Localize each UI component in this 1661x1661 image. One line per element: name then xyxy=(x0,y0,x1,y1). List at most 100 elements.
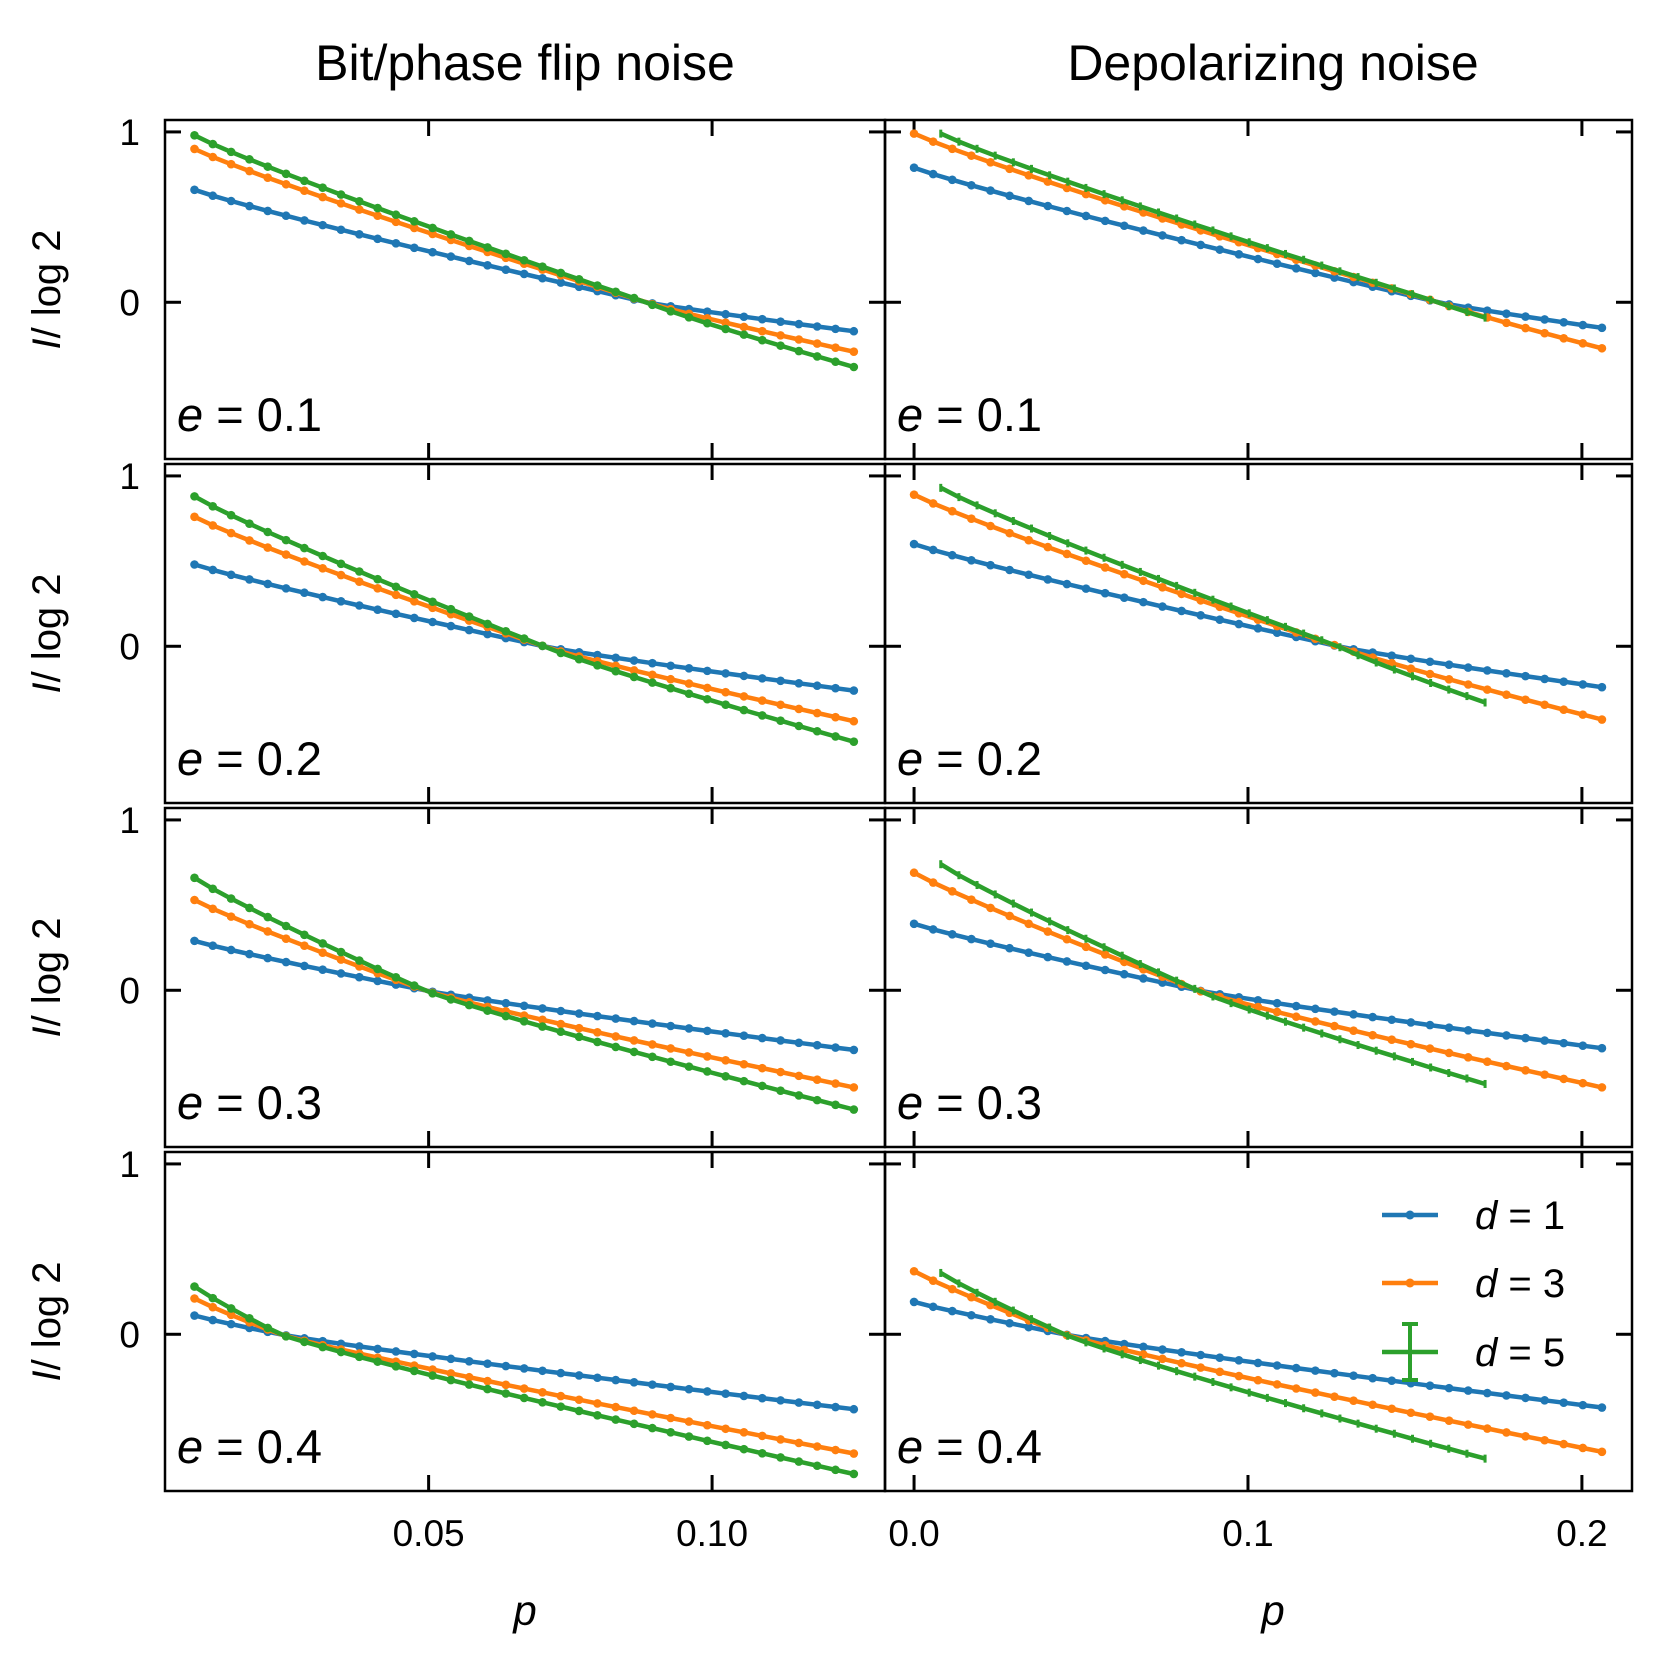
data-point xyxy=(1291,1012,1301,1022)
data-point xyxy=(428,1365,437,1374)
x-tick-label: 0.2 xyxy=(1556,1513,1607,1554)
data-point xyxy=(1597,1403,1607,1412)
data-point xyxy=(245,1313,254,1323)
data-point xyxy=(1215,1367,1225,1377)
data-point xyxy=(336,1347,346,1357)
data-point xyxy=(684,1048,694,1057)
data-point xyxy=(574,1371,584,1380)
data-point xyxy=(1330,1368,1339,1378)
y-axis-label: I/ log 2 xyxy=(25,917,69,1037)
data-point xyxy=(593,1037,602,1047)
data-point xyxy=(300,557,309,566)
data-point xyxy=(1387,651,1397,661)
data-point xyxy=(967,555,976,565)
data-point xyxy=(794,1398,804,1407)
data-point xyxy=(812,322,822,331)
data-point xyxy=(263,912,273,922)
data-point xyxy=(593,650,602,660)
data-point xyxy=(574,274,584,284)
data-point xyxy=(831,1445,840,1455)
data-point xyxy=(1540,1036,1549,1045)
data-point xyxy=(300,186,309,196)
data-point xyxy=(483,1006,492,1015)
data-point xyxy=(684,689,694,699)
data-point xyxy=(409,589,419,599)
data-point xyxy=(947,887,957,896)
data-point xyxy=(831,1079,840,1088)
data-point xyxy=(666,674,675,684)
data-point xyxy=(226,1319,236,1329)
data-point xyxy=(629,1378,639,1387)
data-point xyxy=(446,604,456,614)
data-point xyxy=(1196,611,1205,620)
data-point xyxy=(300,543,309,553)
data-point xyxy=(757,1393,767,1403)
data-point xyxy=(1425,1412,1435,1422)
data-point xyxy=(702,1052,712,1061)
data-point xyxy=(538,641,547,651)
data-point xyxy=(336,190,346,199)
data-point xyxy=(794,1071,804,1081)
data-point xyxy=(1024,919,1034,929)
data-point xyxy=(190,873,199,883)
data-point xyxy=(1177,235,1186,245)
data-point xyxy=(538,1388,547,1397)
data-point xyxy=(300,961,309,971)
data-point xyxy=(1215,615,1225,625)
data-point xyxy=(928,545,938,555)
data-point xyxy=(831,683,840,693)
axes-frame xyxy=(883,1150,1634,1493)
data-point xyxy=(300,216,309,225)
data-point xyxy=(757,711,767,720)
series-d5 xyxy=(190,492,859,746)
data-point xyxy=(1139,226,1148,235)
data-point xyxy=(849,716,859,726)
data-point xyxy=(648,1380,657,1389)
data-point xyxy=(391,973,401,982)
data-point xyxy=(263,579,273,589)
data-point xyxy=(629,666,639,675)
data-point xyxy=(794,721,804,731)
data-point xyxy=(446,1354,456,1364)
data-point xyxy=(1005,1318,1014,1328)
data-point xyxy=(245,519,254,529)
data-point xyxy=(1559,1398,1569,1408)
data-point xyxy=(721,700,730,709)
y-axis-label-rest: / log 2 xyxy=(25,573,69,682)
y-axis-label-var: I xyxy=(25,338,69,349)
data-point xyxy=(1100,588,1110,598)
data-point xyxy=(336,225,346,235)
data-point xyxy=(208,1302,218,1312)
series-line xyxy=(939,485,1486,705)
data-point xyxy=(190,1282,199,1291)
legend-marker xyxy=(1405,1278,1415,1288)
data-point xyxy=(1425,669,1435,679)
series-line xyxy=(193,494,855,744)
panel-label: e = 0.4 xyxy=(897,1420,1042,1473)
data-point xyxy=(757,1033,767,1043)
data-point xyxy=(1521,671,1530,681)
data-point xyxy=(1444,1416,1454,1425)
data-point xyxy=(1387,1404,1397,1414)
data-point xyxy=(666,683,675,693)
data-point xyxy=(190,895,199,905)
data-point xyxy=(1521,312,1530,321)
series-line xyxy=(939,862,1486,1087)
data-point xyxy=(739,1391,749,1401)
data-point xyxy=(281,535,291,545)
data-point xyxy=(1540,315,1549,324)
data-point xyxy=(1043,952,1053,962)
data-point xyxy=(812,1461,822,1471)
data-point xyxy=(849,362,859,372)
data-point xyxy=(1100,950,1110,959)
data-point xyxy=(1521,1066,1530,1075)
data-point xyxy=(611,1415,621,1424)
data-point xyxy=(1349,1371,1358,1380)
data-point xyxy=(1502,1061,1511,1071)
data-point xyxy=(1597,323,1607,333)
data-point xyxy=(967,180,976,190)
panel-label: e = 0.3 xyxy=(177,1076,322,1129)
data-point xyxy=(1559,677,1569,686)
data-point xyxy=(947,144,957,154)
